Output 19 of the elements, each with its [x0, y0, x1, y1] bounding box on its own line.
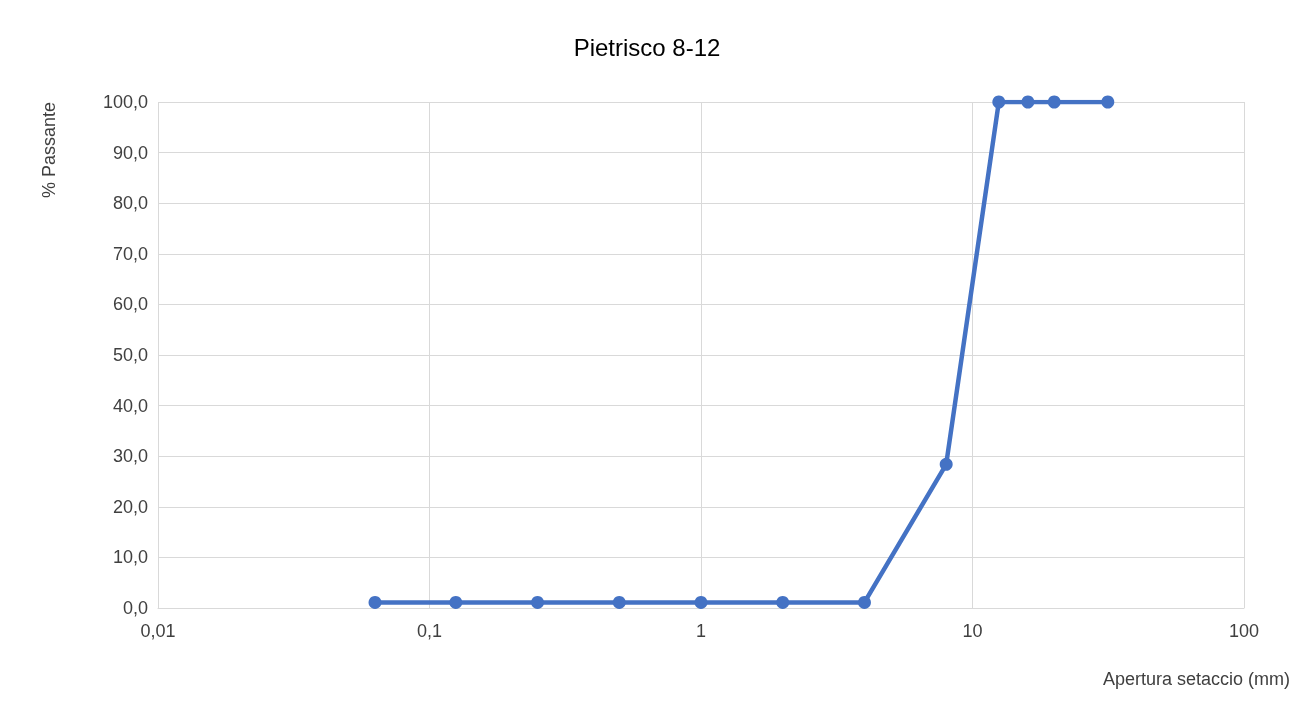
- y-tick-label: 90,0: [112, 142, 148, 163]
- x-tick-label: 1: [695, 621, 707, 641]
- x-tick-label: 10: [962, 621, 983, 641]
- x-axis-title: Apertura setaccio (mm): [1102, 669, 1290, 689]
- y-axis-title: % Passante: [39, 102, 59, 199]
- y-tick-label: 70,0: [112, 243, 148, 264]
- x-tick-label: 100: [1228, 621, 1260, 641]
- y-tick-label: 10,0: [112, 547, 148, 568]
- x-tick-label: 0,01: [140, 621, 176, 641]
- y-tick-label: 60,0: [112, 294, 148, 315]
- y-tick-label: 40,0: [112, 395, 148, 416]
- y-tick-label: 20,0: [112, 496, 148, 517]
- x-tick-label: 0,1: [416, 621, 443, 641]
- y-tick-label: 80,0: [112, 193, 148, 214]
- chart-title: Pietrisco 8-12: [573, 33, 721, 61]
- y-tick-label: 0,0: [122, 598, 148, 618]
- y-tick-label: 100,0: [102, 92, 148, 112]
- y-tick-label: 50,0: [112, 345, 148, 365]
- y-tick-label: 30,0: [112, 446, 148, 467]
